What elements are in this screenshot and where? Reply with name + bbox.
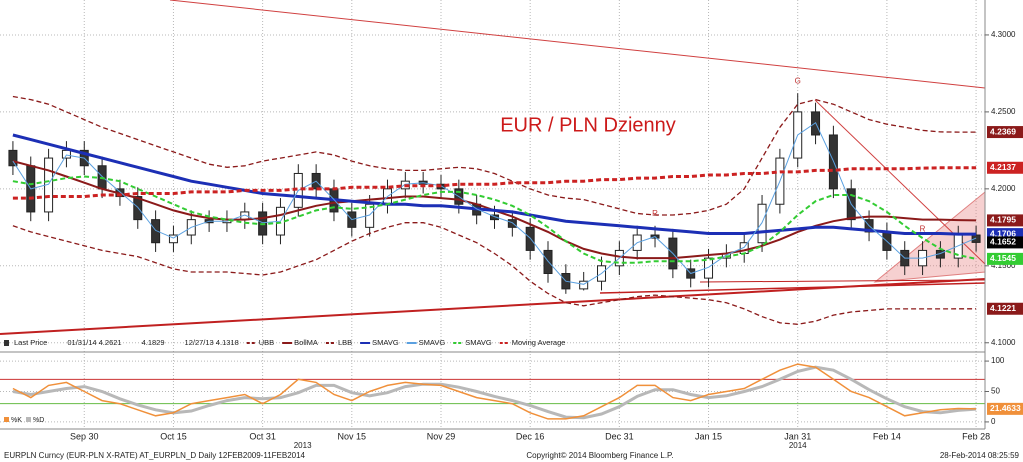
series-line — [12, 166, 977, 200]
legend-icon — [4, 340, 9, 346]
year-label: 2014 — [789, 441, 807, 450]
legend-label: Moving Average — [512, 338, 566, 347]
legend-icon — [4, 417, 9, 422]
series-line — [12, 222, 977, 325]
candle-body — [168, 234, 178, 244]
footer-left: EURPLN Curncy (EUR-PLN X-RATE) AT_EURPLN… — [4, 451, 306, 460]
legend-label: 12/27/13 4.1318 — [185, 338, 239, 347]
value-tag-label: 4.1706 — [990, 228, 1016, 238]
legend-label: BollMA — [294, 338, 318, 347]
x-tick-label: Nov 29 — [427, 431, 456, 441]
value-tag — [987, 302, 1023, 315]
plot — [8, 93, 981, 420]
value-tag-label: 4.2137 — [990, 162, 1016, 172]
value-tag-label: 4.1795 — [990, 215, 1016, 225]
x-tick-label: Sep 30 — [70, 431, 99, 441]
trend-line — [599, 282, 986, 294]
y-tick-label: 0 — [991, 417, 996, 426]
candle-body — [61, 149, 71, 159]
x-tick-label: Nov 15 — [338, 431, 367, 441]
value-tag — [987, 161, 1023, 174]
y-tick-label: 4.2000 — [991, 184, 1016, 193]
legend-label: 4.1829 — [142, 338, 165, 347]
series-line — [12, 95, 977, 216]
value-tag-label: 4.1221 — [990, 303, 1016, 313]
value-tag-label: 4.1652 — [990, 237, 1016, 247]
candle-body — [704, 257, 714, 279]
x-tick-label: Dec 31 — [605, 431, 634, 441]
candle-body — [151, 219, 161, 244]
candle-body — [490, 214, 499, 221]
value-tag — [987, 126, 1023, 139]
x-tick-label: Oct 15 — [160, 431, 187, 441]
legend-label: SMAVG — [419, 338, 446, 347]
annotation: G — [795, 76, 801, 85]
value-tag — [987, 214, 1023, 227]
trend-line — [0, 278, 986, 335]
legend-label: UBB — [259, 338, 274, 347]
candle-body — [579, 280, 589, 290]
x-tick-label: Jan 31 — [784, 431, 811, 441]
legend-label: LBB — [338, 338, 352, 347]
y-tick-label: 4.2500 — [991, 107, 1016, 116]
y-tick-label: 50 — [991, 387, 1000, 396]
candle-body — [507, 219, 517, 228]
legend-label: %D — [33, 417, 44, 424]
y-tick-label: 4.1000 — [991, 338, 1016, 347]
series-line — [12, 363, 977, 420]
candle-body — [133, 196, 143, 221]
value-tag — [987, 236, 1023, 249]
footer-center: Copyright© 2014 Bloomberg Finance L.P. — [526, 451, 673, 460]
legend-label: %K — [11, 417, 22, 424]
value-tag-label: 4.1545 — [990, 253, 1016, 263]
y-tick-label: 4.3000 — [991, 30, 1016, 39]
year-label: 2013 — [294, 441, 312, 450]
legend-label: SMAVG — [465, 338, 492, 347]
annotation: R — [920, 224, 926, 233]
x-tick-label: Feb 28 — [962, 431, 990, 441]
value-tag — [987, 402, 1023, 415]
trend-line — [169, 0, 986, 89]
candle-body — [971, 234, 981, 243]
x-tick-label: Feb 14 — [873, 431, 901, 441]
annotation: R — [652, 209, 658, 218]
series-line — [12, 121, 977, 285]
x-tick-label: Oct 31 — [249, 431, 276, 441]
legend-label: SMAVG — [372, 338, 399, 347]
series-line — [12, 175, 977, 264]
trend-line — [699, 279, 986, 283]
x-tick-label: Dec 16 — [516, 431, 545, 441]
value-tag-label: 4.2369 — [990, 126, 1016, 136]
legend-icon — [26, 417, 31, 422]
value-tag-label: 21.4633 — [990, 403, 1021, 413]
y-tick-label: 4.1500 — [991, 261, 1016, 270]
candle-body — [8, 149, 18, 167]
value-tag — [987, 252, 1023, 265]
footer-right: 28-Feb-2014 08:25:59 — [940, 451, 1020, 460]
series-line — [12, 133, 977, 236]
legend-label: 01/31/14 4.2621 — [67, 338, 121, 347]
legend-label: Last Price — [14, 338, 47, 347]
y-tick-label: 100 — [991, 356, 1005, 365]
x-tick-label: Jan 15 — [695, 431, 722, 441]
chart-title: EUR / PLN Dzienny — [500, 114, 676, 136]
